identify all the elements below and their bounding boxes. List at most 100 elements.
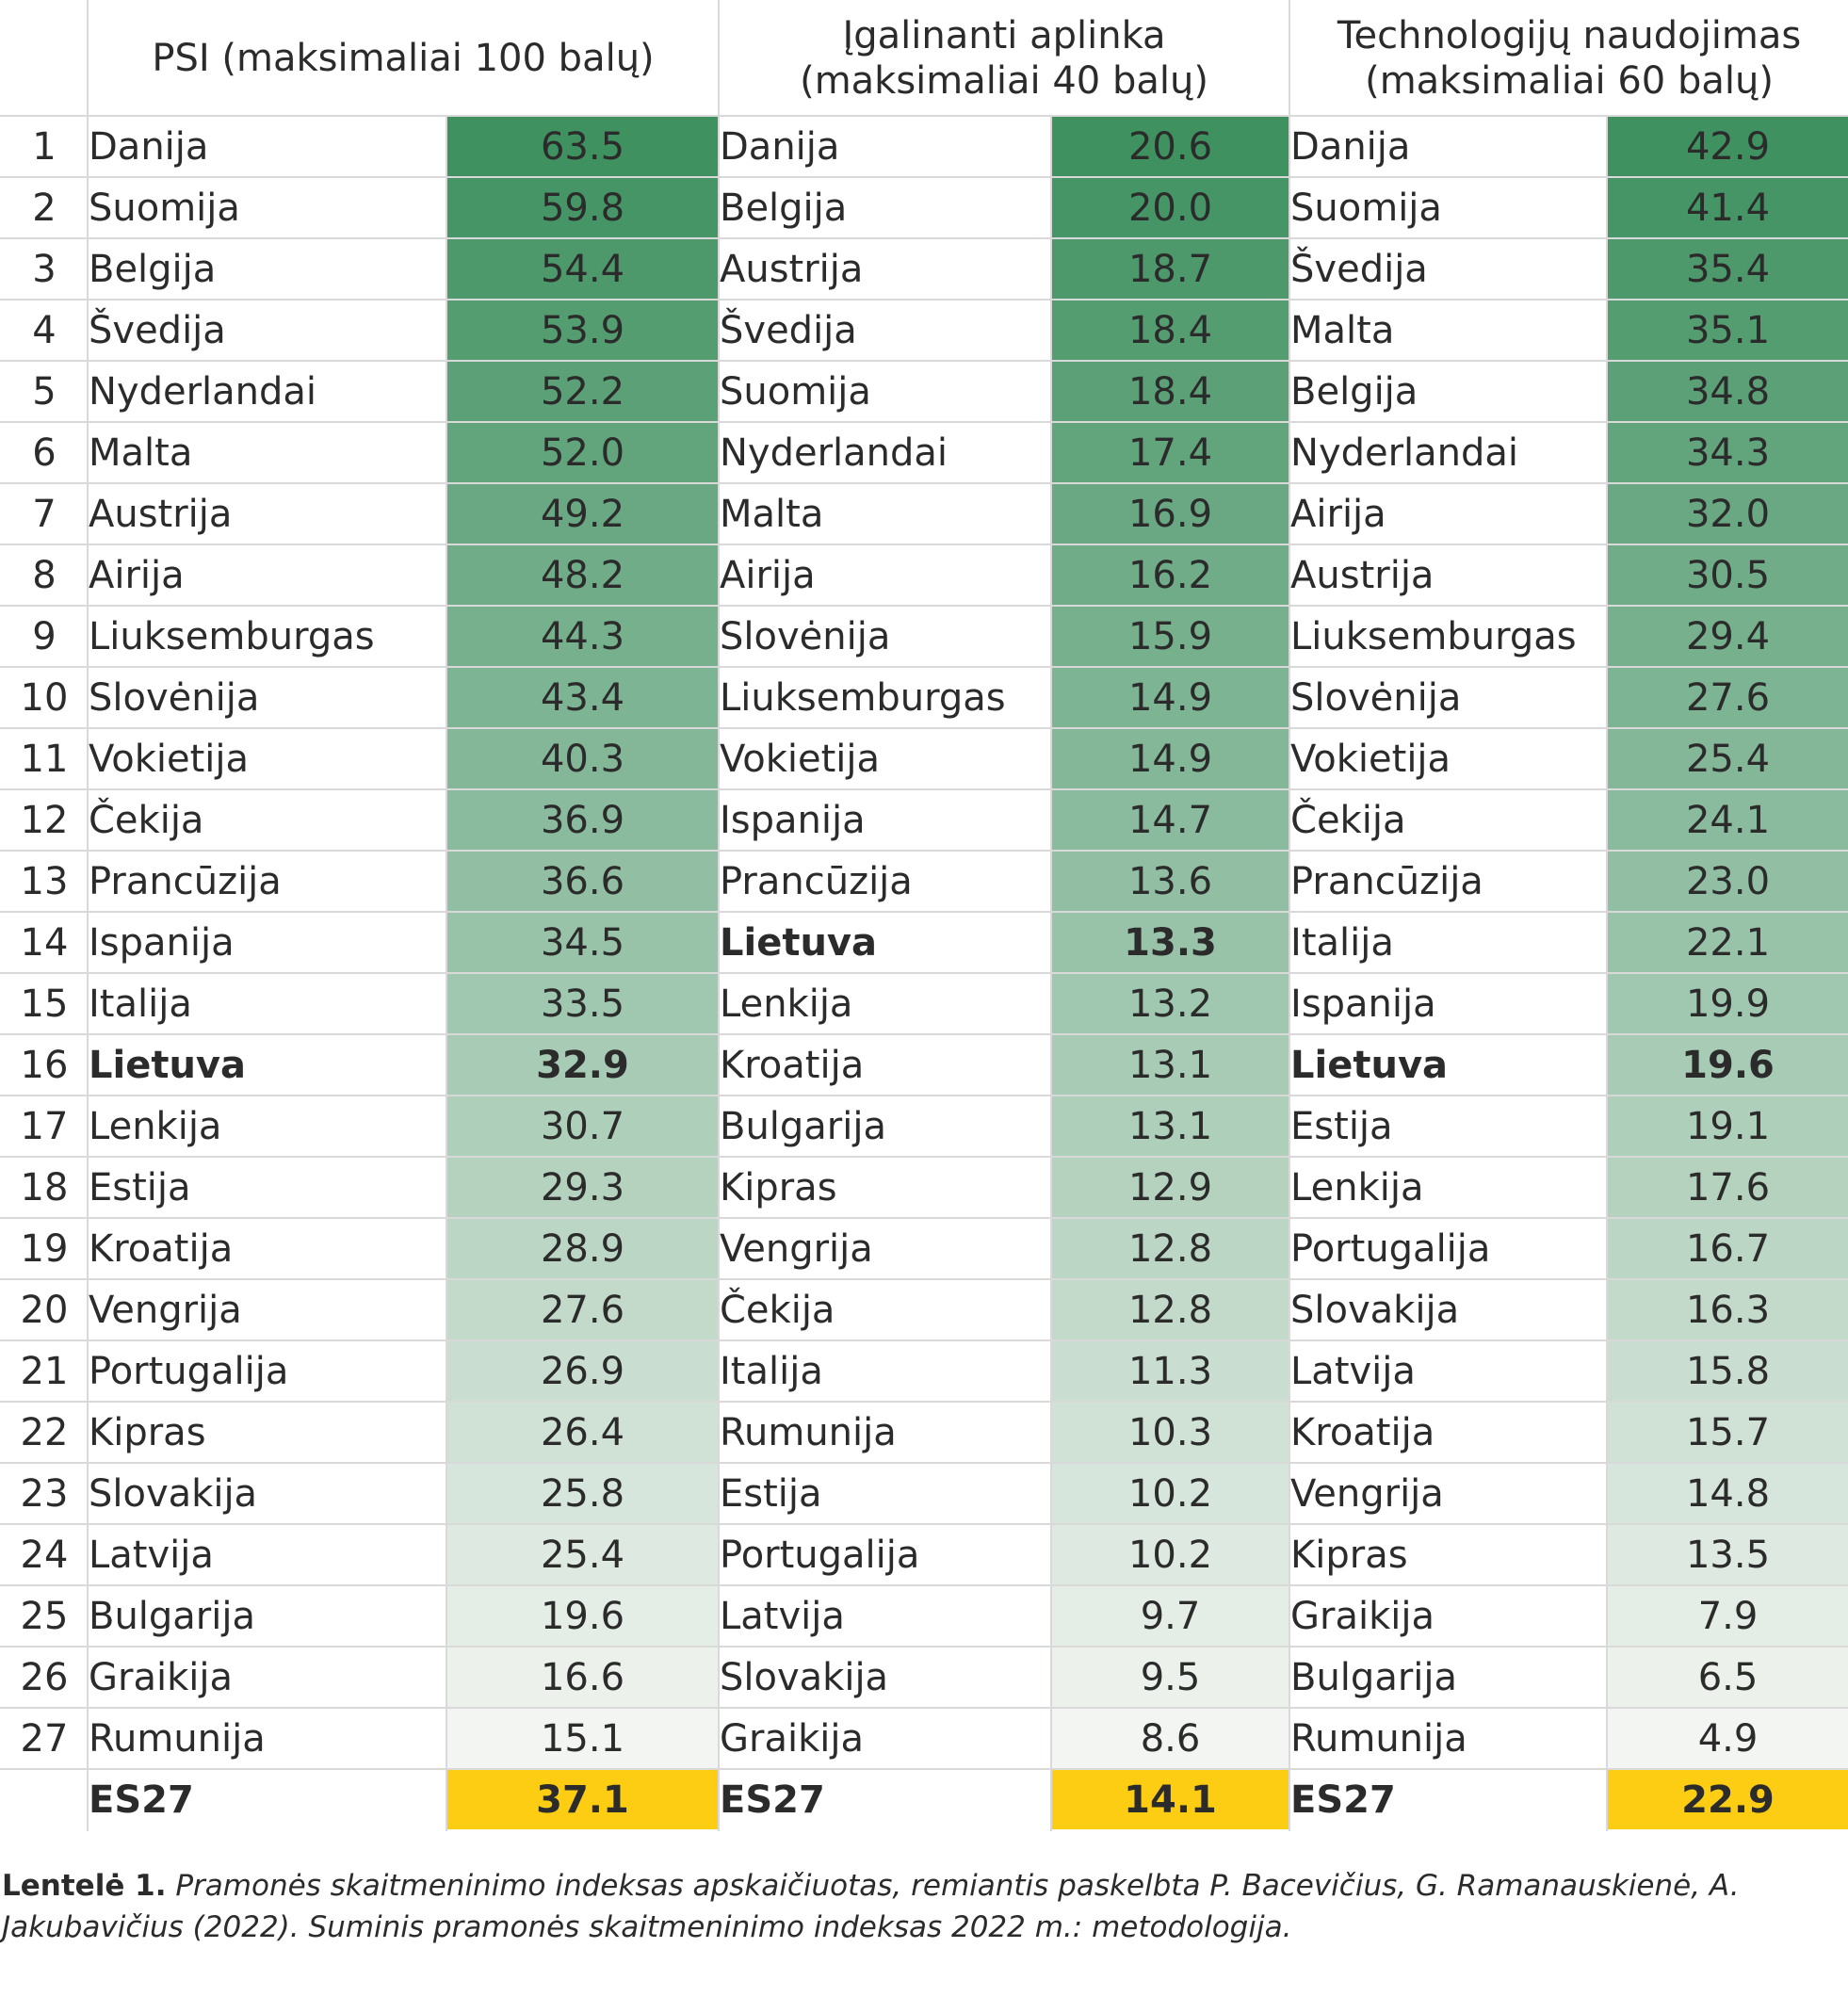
env-country-cell: Vokietija [718,727,1052,790]
psi-value-cell: 48.2 [446,544,720,607]
psi-country-cell: Prancūzija [87,850,447,913]
psi-value-cell: 15.1 [446,1707,720,1770]
rank-cell: 11 [1,727,89,790]
psi-country-cell: Liuksemburgas [87,605,447,668]
tech-value-cell: 22.1 [1606,911,1848,974]
env-country-cell: Danija [718,115,1052,178]
table-row: 14 Ispanija 34.5 Lietuva 13.3 Italija 22.1 [1,911,1848,974]
header-row: PSI (maksimaliai 100 balų) Įgalinanti ap… [1,1,1848,117]
table-row: 21 Portugalija 26.9 Italija 11.3 Latvija 15.8 [1,1339,1848,1403]
psi-country-cell: Lenkija [87,1095,447,1158]
tech-value-cell: 17.6 [1606,1156,1848,1219]
table-row: 24 Latvija 25.4 Portugalija 10.2 Kipras 13.5 [1,1523,1848,1586]
env-country-cell: Slovėnija [718,605,1052,668]
tech-value-cell: 16.3 [1606,1278,1848,1341]
env-country-cell: Lenkija [718,972,1052,1035]
caption-label: Lentelė 1. [2,1869,167,1903]
tech-country-cell: Slovakija [1289,1278,1609,1341]
tech-value-cell: 30.5 [1606,544,1848,607]
tech-value-cell: 4.9 [1606,1707,1848,1770]
env-country-cell: Italija [718,1339,1052,1403]
env-country-cell: Malta [718,482,1052,545]
tech-value-cell: 19.6 [1606,1033,1848,1096]
env-country-cell: ES27 [718,1768,1052,1830]
psi-country-cell: Rumunija [87,1707,447,1770]
env-value-cell: 14.9 [1049,727,1291,790]
table-row: 19 Kroatija 28.9 Vengrija 12.8 Portugalija 16.… [1,1217,1848,1280]
tech-value-cell: 24.1 [1606,788,1848,852]
table-row: 27 Rumunija 15.1 Graikija 8.6 Rumunija 4.9 [1,1707,1848,1770]
env-header-line1: Įgalinanti aplinka [842,14,1166,57]
env-country-cell: Ispanija [718,788,1052,852]
psi-value-cell: 49.2 [446,482,720,545]
tech-value-cell: 32.0 [1606,482,1848,545]
psi-country-cell: Portugalija [87,1339,447,1403]
env-country-cell: Belgija [718,176,1052,239]
tech-country-cell: Estija [1289,1095,1609,1158]
tech-country-cell: Portugalija [1289,1217,1609,1280]
env-value-cell: 18.4 [1049,360,1291,423]
env-country-cell: Švedija [718,299,1052,362]
rank-cell: 20 [1,1278,89,1341]
psi-country-cell: Italija [87,972,447,1035]
rank-cell: 22 [1,1401,89,1464]
env-value-cell: 18.4 [1049,299,1291,362]
tech-value-cell: 19.1 [1606,1095,1848,1158]
table-row: 12 Čekija 36.9 Ispanija 14.7 Čekija 24.1 [1,788,1848,852]
tech-value-cell: 35.1 [1606,299,1848,362]
env-value-cell: 16.9 [1049,482,1291,545]
tech-value-cell: 29.4 [1606,605,1848,668]
psi-value-cell: 33.5 [446,972,720,1035]
psi-value-cell: 36.9 [446,788,720,852]
tech-country-cell: Kipras [1289,1523,1609,1586]
psi-country-cell: ES27 [87,1768,447,1830]
psi-value-cell: 59.8 [446,176,720,239]
psi-country-cell: Bulgarija [87,1584,447,1648]
tech-country-cell: Lietuva [1289,1033,1609,1096]
psi-value-cell: 19.6 [446,1584,720,1648]
tech-country-cell: Kroatija [1289,1401,1609,1464]
table-row: 23 Slovakija 25.8 Estija 10.2 Vengrija 14.8 [1,1462,1848,1525]
psi-header-text: PSI (maksimaliai 100 balų) [152,37,655,80]
env-value-cell: 11.3 [1049,1339,1291,1403]
env-country-cell: Bulgarija [718,1095,1052,1158]
tech-country-cell: Vokietija [1289,727,1609,790]
psi-country-cell: Lietuva [87,1033,447,1096]
table-row: 8 Airija 48.2 Airija 16.2 Austrija 30.5 [1,544,1848,607]
rank-cell: 10 [1,666,89,729]
tech-value-cell: 23.0 [1606,850,1848,913]
psi-country-cell: Kipras [87,1401,447,1464]
psi-value-cell: 52.2 [446,360,720,423]
psi-country-cell: Ispanija [87,911,447,974]
env-value-cell: 9.5 [1049,1646,1291,1709]
tech-country-cell: Švedija [1289,237,1609,300]
env-country-cell: Čekija [718,1278,1052,1341]
psi-value-cell: 29.3 [446,1156,720,1219]
rank-cell: 25 [1,1584,89,1648]
env-value-cell: 16.2 [1049,544,1291,607]
rank-cell: 16 [1,1033,89,1096]
tech-country-cell: Slovėnija [1289,666,1609,729]
psi-country-cell: Estija [87,1156,447,1219]
tech-country-cell: Lenkija [1289,1156,1609,1219]
env-country-cell: Nyderlandai [718,421,1052,484]
psi-value-cell: 25.8 [446,1462,720,1525]
env-country-cell: Austrija [718,237,1052,300]
env-value-cell: 13.2 [1049,972,1291,1035]
rank-cell: 1 [1,115,89,178]
table-row: 18 Estija 29.3 Kipras 12.9 Lenkija 17.6 [1,1156,1848,1219]
rank-cell: 17 [1,1095,89,1158]
tech-header: Technologijų naudojimas (maksimaliai 60 … [1289,1,1848,117]
rank-cell: 19 [1,1217,89,1280]
env-country-cell: Portugalija [718,1523,1052,1586]
psi-value-cell: 25.4 [446,1523,720,1586]
env-country-cell: Latvija [718,1584,1052,1648]
tech-value-cell: 34.3 [1606,421,1848,484]
tech-country-cell: Danija [1289,115,1609,178]
rank-header [1,1,89,117]
env-country-cell: Estija [718,1462,1052,1525]
rank-cell: 18 [1,1156,89,1219]
table-row: 20 Vengrija 27.6 Čekija 12.8 Slovakija 16.3 [1,1278,1848,1341]
psi-header: PSI (maksimaliai 100 balų) [87,1,720,117]
